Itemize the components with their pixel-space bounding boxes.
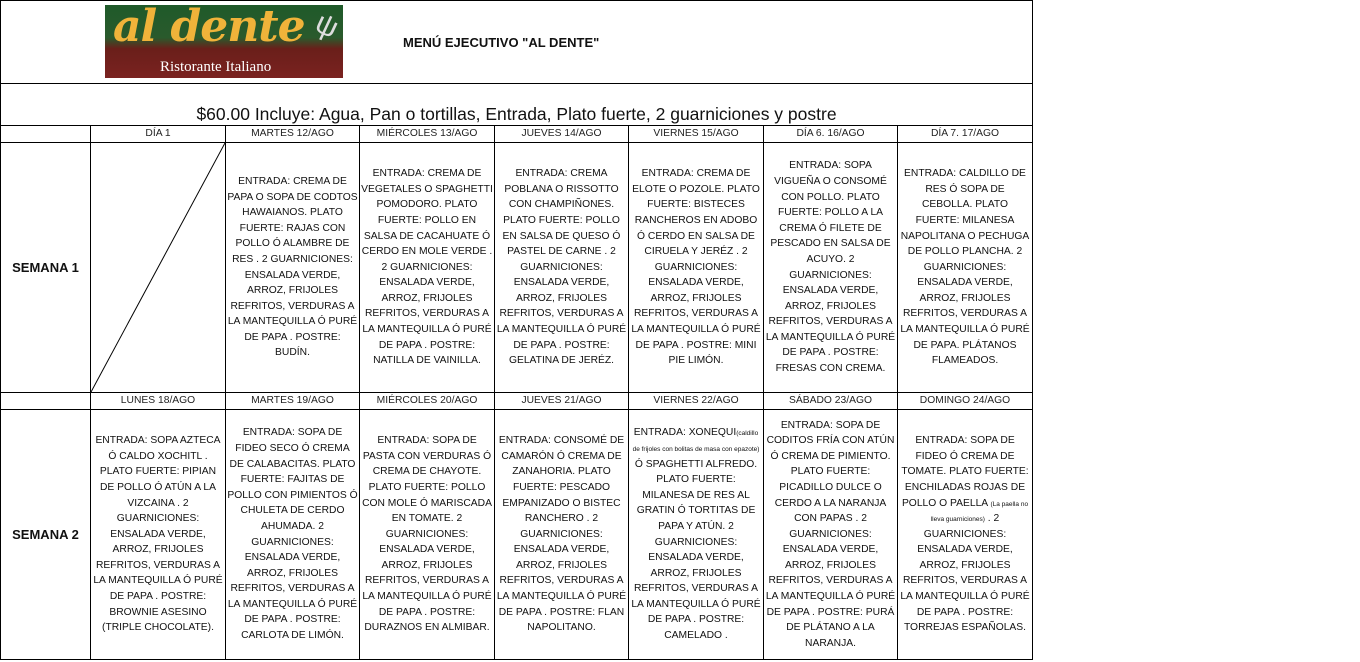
day-header: DÍA 7. 17/AGO bbox=[897, 125, 1033, 143]
day-header: JUEVES 21/AGO bbox=[494, 392, 629, 410]
day-header: SÁBADO 23/AGO bbox=[763, 392, 898, 410]
day-header: DÍA 6. 16/AGO bbox=[763, 125, 898, 143]
week1-corner bbox=[0, 125, 91, 143]
menu-cell: ENTRADA: CREMA DE PAPA O SOPA DE CODTOS … bbox=[225, 142, 360, 393]
day-header: DOMINGO 24/AGO bbox=[897, 392, 1033, 410]
diagonal-line bbox=[91, 143, 225, 392]
day-header: JUEVES 14/AGO bbox=[494, 125, 629, 143]
menu-cell: ENTRADA: SOPA DE PASTA CON VERDURAS Ó CR… bbox=[359, 409, 495, 660]
menu-cell: ENTRADA: SOPA VIGUEÑA O CONSOMÉ CON POLL… bbox=[763, 142, 898, 393]
menu-text-pre: ENTRADA: SOPA DE FIDEO Ó CREMA DE TOMATE… bbox=[901, 435, 1029, 509]
empty-crossed-cell bbox=[90, 142, 226, 393]
day-header: MIÉRCOLES 13/AGO bbox=[359, 125, 495, 143]
menu-cell: ENTRADA: CREMA DE VEGETALES O SPAGHETTI … bbox=[359, 142, 495, 393]
menu-cell: ENTRADA: SOPA AZTECA Ó CALDO XOCHITL . P… bbox=[90, 409, 226, 660]
menu-text-post: . 2 GUARNICIONES: ENSALADA VERDE, ARROZ,… bbox=[900, 513, 1030, 634]
menu-text-post: Ó SPAGHETTI ALFREDO. PLATO FUERTE: MILAN… bbox=[631, 458, 761, 642]
menu-cell: ENTRADA: CALDILLO DE RES Ó SOPA DE CEBOL… bbox=[897, 142, 1033, 393]
day-header: DÍA 1 bbox=[90, 125, 226, 143]
menu-cell: ENTRADA: XONEQUI(caldillo de frijoles co… bbox=[628, 409, 764, 660]
day-header: MARTES 19/AGO bbox=[225, 392, 360, 410]
day-header: VIERNES 15/AGO bbox=[628, 125, 764, 143]
week-label: SEMANA 2 bbox=[0, 409, 91, 660]
price-line: $60.00 Incluye: Agua, Pan o tortillas, E… bbox=[0, 83, 1033, 126]
fork-icon: ψ bbox=[309, 6, 343, 46]
menu-cell: ENTRADA: CREMA DE ELOTE O POZOLE. PLATO … bbox=[628, 142, 764, 393]
menu-cell: ENTRADA: SOPA DE FIDEO Ó CREMA DE TOMATE… bbox=[897, 409, 1033, 660]
menu-cell: ENTRADA: CREMA POBLANA O RISSOTTO CON CH… bbox=[494, 142, 629, 393]
week-label: SEMANA 1 bbox=[0, 142, 91, 393]
day-header: LUNES 18/AGO bbox=[90, 392, 226, 410]
day-header: MARTES 12/AGO bbox=[225, 125, 360, 143]
menu-cell: ENTRADA: SOPA DE CODITOS FRÍA CON ATÚN Ó… bbox=[763, 409, 898, 660]
week2-corner bbox=[0, 392, 91, 410]
menu-text-small: (La paella no lleva guarniciones) bbox=[930, 500, 1029, 524]
menu-text-pre: ENTRADA: XONEQUI bbox=[633, 427, 737, 439]
page-title: MENÚ EJECUTIVO "AL DENTE" bbox=[403, 35, 600, 50]
logo-subtitle: Ristorante Italiano bbox=[160, 59, 272, 75]
logo-script-text: al dente bbox=[113, 5, 306, 52]
day-header: MIÉRCOLES 20/AGO bbox=[359, 392, 495, 410]
day-header: VIERNES 22/AGO bbox=[628, 392, 764, 410]
menu-table: $60.00 Incluye: Agua, Pan o tortillas, E… bbox=[0, 0, 1033, 660]
menu-text-small: (caldillo de frijoles con bolitas de mas… bbox=[632, 430, 760, 453]
menu-cell: ENTRADA: CONSOMÉ DE CAMARÓN Ó CREMA DE Z… bbox=[494, 409, 629, 660]
al-dente-logo: al dente ψ Ristorante Italiano bbox=[105, 5, 343, 78]
menu-cell: ENTRADA: SOPA DE FIDEO SECO Ó CREMA DE C… bbox=[225, 409, 360, 660]
